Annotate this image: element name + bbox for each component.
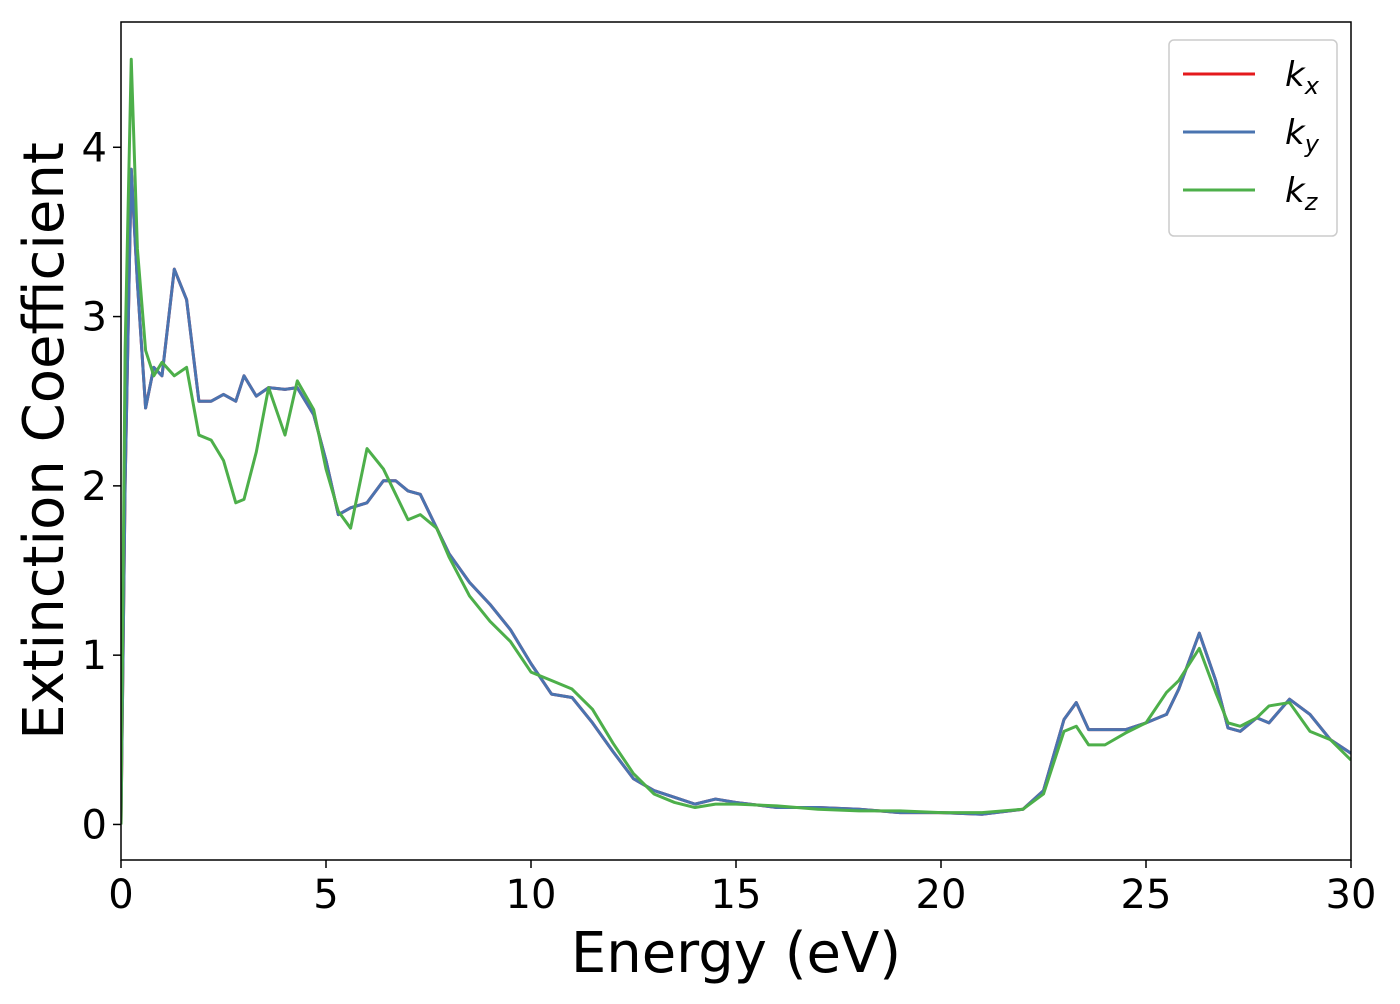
- legend-label: ky: [1285, 113, 1320, 158]
- x-tick-label: 10: [506, 872, 557, 918]
- legend-label: kz: [1285, 171, 1319, 216]
- x-axis-label: Energy (eV): [571, 921, 901, 986]
- y-tick-label: 2: [82, 464, 107, 510]
- plot-frame: [120, 21, 1352, 861]
- series-line: [121, 167, 1351, 825]
- y-tick-label: 3: [82, 295, 107, 341]
- y-tick-label: 0: [82, 802, 107, 848]
- legend-box: [1168, 39, 1338, 237]
- y-axis-label: Extinction Coefficient: [12, 142, 77, 740]
- x-tick-label: 5: [313, 872, 338, 918]
- y-tick-label: 1: [82, 633, 107, 679]
- y-tick-label: 4: [82, 125, 107, 171]
- legend-label: kx: [1285, 55, 1320, 100]
- x-tick-label: 20: [916, 872, 967, 918]
- series-line: [121, 167, 1351, 825]
- x-tick-label: 30: [1326, 872, 1377, 918]
- x-tick-label: 0: [108, 872, 133, 918]
- x-tick-label: 25: [1121, 872, 1172, 918]
- series-line: [121, 57, 1351, 825]
- x-tick-label: 15: [711, 872, 762, 918]
